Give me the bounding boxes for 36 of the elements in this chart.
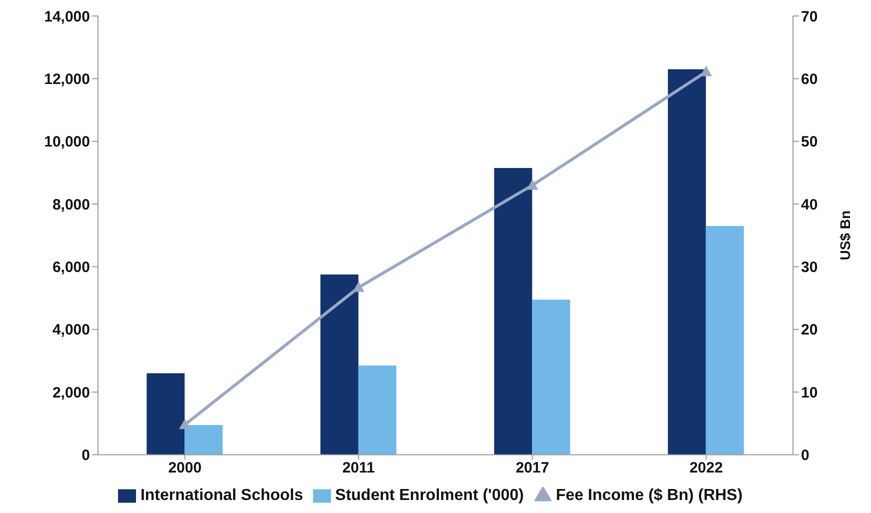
y2-tick-label: 70 (801, 8, 818, 26)
bar (706, 226, 744, 455)
x-tick-label: 2017 (516, 459, 550, 476)
bar (146, 373, 185, 455)
x-tick-label: 2011 (342, 459, 375, 476)
y-tick-label: 4,000 (52, 322, 90, 339)
bar (532, 300, 570, 455)
bar (320, 274, 358, 455)
bar (494, 168, 532, 455)
point (700, 66, 712, 76)
y2-tick-label: 20 (801, 322, 818, 339)
y-tick-label: 2,000 (52, 384, 90, 402)
legend-label: Student Enrolment ('000) (335, 487, 524, 504)
y2-tick-label: 60 (801, 71, 818, 88)
x-tick-label: 2000 (168, 459, 202, 476)
legend-label: Fee Income ($ Bn) (RHS) (556, 487, 743, 504)
y-tick-label: 8,000 (52, 196, 90, 214)
y2-tick-label: 10 (801, 384, 818, 402)
legend-label: International Schools (140, 487, 304, 504)
y2-tick-label: 30 (801, 259, 818, 276)
y-tick-label: 10,000 (44, 134, 90, 151)
y2-tick-label: 50 (801, 134, 818, 151)
bar (358, 365, 396, 455)
y-tick-label: 6,000 (52, 259, 90, 276)
y2-axis-title: US$ Bn (836, 210, 853, 260)
y-tick-label: 14,000 (44, 8, 90, 26)
y2-tick-label: 0 (801, 447, 810, 464)
point (179, 419, 190, 430)
point (526, 180, 538, 190)
bar (668, 69, 706, 455)
point (353, 282, 364, 292)
y2-tick-label: 40 (801, 196, 818, 214)
x-tick-label: 2022 (689, 459, 723, 476)
bar (184, 424, 223, 455)
y-tick-label: 0 (82, 447, 90, 464)
y-tick-label: 12,000 (44, 71, 90, 88)
